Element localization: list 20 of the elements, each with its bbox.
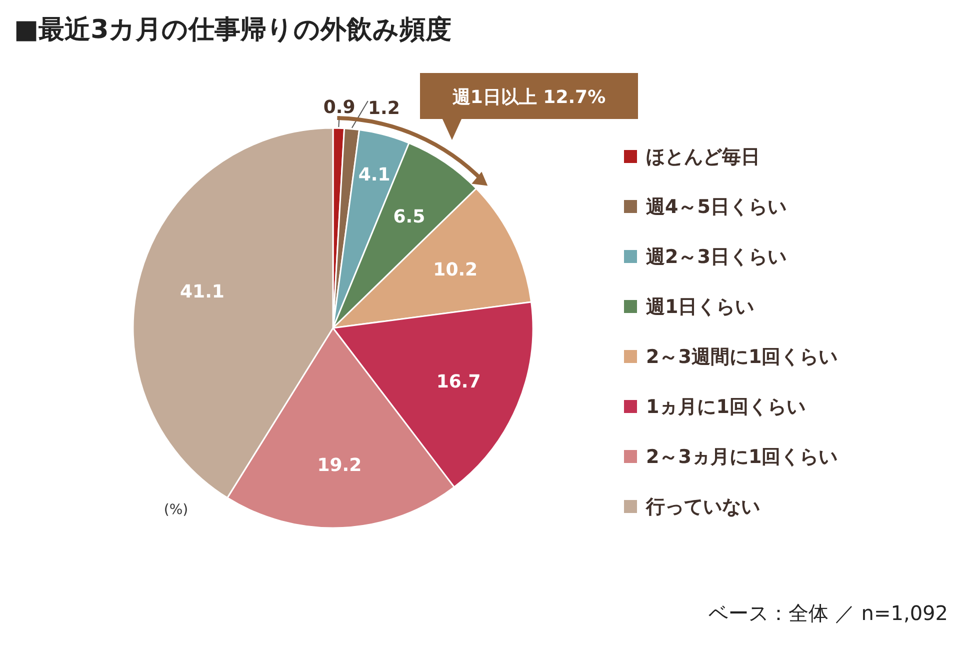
legend-label: 週2～3日くらい — [645, 246, 786, 268]
chart-title: ■最近3カ月の仕事帰りの外飲み頻度 — [14, 15, 452, 45]
data-label: 0.9 — [323, 97, 356, 118]
data-label: 19.2 — [317, 454, 362, 476]
data-label: 6.5 — [393, 206, 426, 228]
data-label: 16.7 — [436, 371, 481, 392]
text: ベース：全体 ／ n=1,092 — [708, 601, 948, 625]
legend-label: ほとんど毎日 — [646, 146, 760, 168]
data-label: 10.2 — [433, 260, 478, 281]
data-label: 41.1 — [180, 282, 224, 303]
data-label: 1.2 — [368, 98, 400, 119]
legend-label: 行っていない — [645, 496, 760, 518]
text: 週1日以上 12.7% — [451, 87, 606, 108]
legend-label: 2～3ヵ月に1回くらい — [646, 446, 838, 468]
legend-label: 1ヵ月に1回くらい — [646, 396, 806, 418]
data-label: 4.1 — [358, 164, 390, 186]
legend-label: 週4～5日くらい — [645, 196, 786, 218]
legend-label: 2～3週間に1回くらい — [646, 346, 838, 368]
legend-label: 週1日くらい — [645, 296, 754, 318]
text: (%) — [164, 502, 188, 518]
